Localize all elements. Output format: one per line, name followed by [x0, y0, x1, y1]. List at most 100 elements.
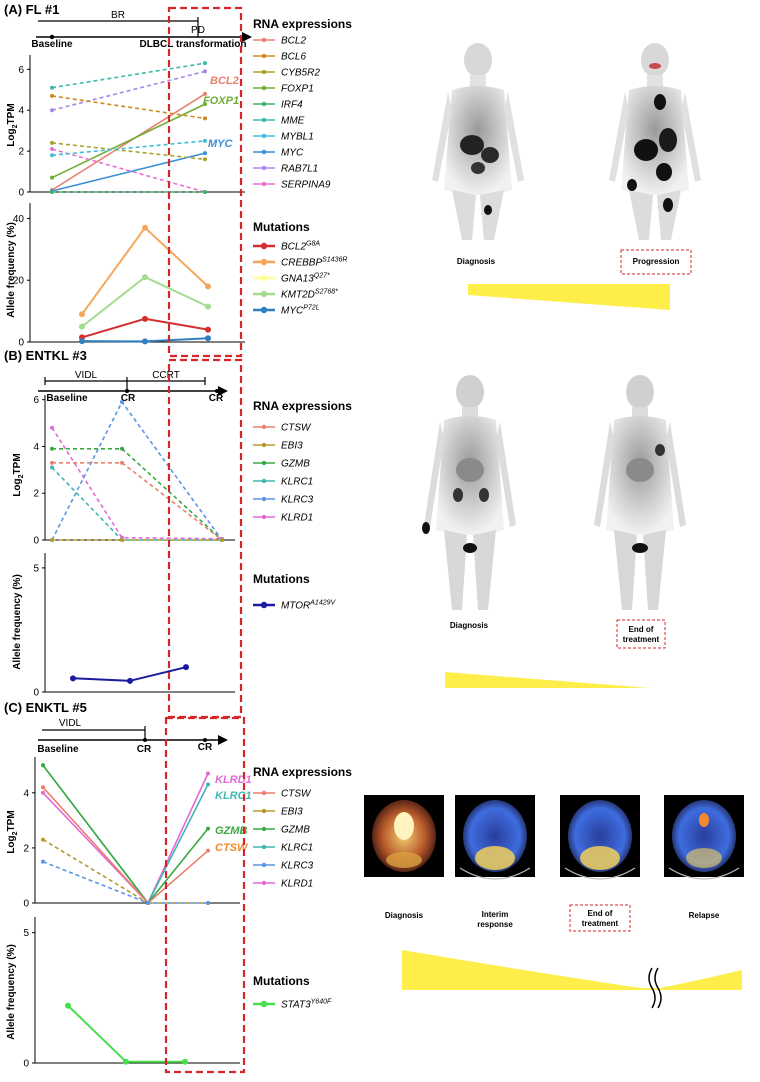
data-point-bcl2 — [205, 326, 211, 333]
legend-marker — [260, 306, 268, 314]
data-point-stat3 — [123, 1058, 129, 1065]
rna-legend-title: RNA expressions — [253, 765, 352, 779]
pet-bladder — [484, 205, 492, 215]
timeline-span-vidl: VIDL — [59, 718, 82, 729]
panel-b: (B) ENTKL #3 VIDL CCRT Baseline CR CR Lo… — [4, 348, 686, 719]
panel-a-label: (A) FL #1 — [4, 2, 59, 17]
pet-arm-left — [424, 422, 444, 527]
scan-structure — [686, 848, 722, 868]
timeline-dlbcl: DLBCL transformation — [139, 39, 246, 50]
legend-marker — [261, 85, 267, 91]
legend-label-ctsw: CTSW — [281, 423, 312, 434]
legend-label-myc: MYCP72L — [281, 305, 320, 317]
legend-marker — [261, 165, 267, 171]
legend-marker — [261, 424, 267, 430]
data-point-myc — [142, 338, 148, 345]
timeline-point — [49, 34, 55, 40]
pet-bladder — [463, 543, 477, 553]
legend-superscript: S1436R — [322, 257, 347, 264]
panel-c-mut-plot: Allele frequency (%) 05 — [6, 917, 240, 1070]
scan-structure — [580, 846, 620, 870]
y-axis-label: Log2TPM — [6, 103, 19, 146]
legend-superscript: Q27* — [314, 273, 330, 280]
y-tick-label: 0 — [18, 338, 24, 349]
legend-label-klrc3: KLRC3 — [281, 861, 314, 872]
data-point-mme — [50, 85, 54, 90]
legend-marker — [260, 601, 268, 609]
series-line-klrc3 — [42, 860, 208, 904]
caption-interim-response: Interim response — [477, 910, 513, 929]
timeline-cr-2: CR — [198, 742, 213, 753]
legend-marker — [261, 826, 267, 832]
data-point-bcl2 — [203, 91, 207, 96]
pet-neck — [462, 407, 478, 419]
pet-arm-right — [666, 422, 686, 527]
axis-break-icon — [654, 967, 662, 1009]
data-point-ctsw — [120, 460, 124, 465]
mut-legend-items: BCL2G8A CREBBPS1436R GNA13Q27* KMT2DS2768* M… — [253, 241, 347, 317]
data-point-cyb5r2 — [203, 157, 207, 162]
pet-leg-right — [480, 190, 504, 240]
legend-label-crebbp: CREBBPS1436R — [281, 257, 347, 269]
legend-label-ebi3: EBI3 — [281, 441, 303, 452]
panel-c-scan-interim: Interim response — [455, 795, 535, 929]
mut-legend-items: MTORA1429V — [253, 600, 337, 612]
inline-label-myc: MYC — [208, 138, 234, 150]
y-tick-label: 40 — [13, 214, 25, 225]
data-point-klrc1 — [206, 782, 210, 787]
timeline-point — [125, 389, 129, 393]
scan-table — [459, 867, 531, 880]
y-tick-label: 0 — [23, 899, 29, 910]
legend-marker — [261, 117, 267, 123]
y-tick-label: 4 — [18, 106, 24, 117]
y-tick-label: 20 — [13, 276, 25, 287]
data-point-mybl1 — [50, 153, 54, 158]
rna-legend-items: CTSW EBI3 GZMB KLRC1 KLRC3 KLRD1 — [253, 423, 314, 524]
series-layer — [50, 61, 207, 194]
data-point-stat3 — [65, 1002, 71, 1009]
scan-table — [668, 867, 740, 880]
legend-label-mme: MME — [281, 116, 305, 127]
data-point-myc — [205, 335, 211, 342]
pet-neck — [470, 75, 486, 89]
data-point-ctsw — [206, 848, 210, 853]
panel-a-timeline: BR PD Baseline DLBCL transformation — [31, 10, 252, 50]
data-point-klrd1 — [50, 425, 54, 430]
pet-leg-left — [444, 530, 467, 610]
pet-leg-left — [629, 190, 653, 240]
caption-line: End of — [588, 909, 613, 918]
timeline-point — [143, 738, 147, 742]
pet-kidney — [453, 488, 463, 502]
pet-lesion — [460, 135, 484, 155]
series-layer — [41, 763, 210, 905]
inline-label-klrd1: KLRD1 — [215, 774, 252, 786]
data-point-mtor — [127, 677, 133, 684]
data-point-klrd1 — [41, 790, 45, 795]
legend-label-ebi3: EBI3 — [281, 807, 303, 818]
pet-lesion — [663, 198, 673, 212]
pet-lesion — [471, 162, 485, 174]
scan-lesion — [394, 812, 414, 840]
data-point-kmt2d — [205, 303, 211, 310]
data-point-klrd1 — [206, 771, 210, 776]
timeline-span-ccrt: CCRT — [152, 370, 180, 381]
data-point-gzmb — [50, 446, 54, 451]
y-tick-label: 5 — [33, 563, 39, 574]
y-tick-label: 6 — [33, 395, 39, 406]
data-point-rab7l1 — [203, 69, 207, 74]
series-line-mme — [51, 62, 206, 89]
y-tick-label: 0 — [33, 688, 39, 699]
data-point-klrc1 — [50, 465, 54, 470]
y-tick-label: 0 — [33, 536, 39, 547]
data-point-mme — [203, 61, 207, 66]
legend-label-bcl2: BCL2 — [281, 36, 306, 47]
series-line-ctsw — [52, 462, 223, 541]
panel-b-mut-plot: Allele frequency (%) 05 — [12, 553, 235, 699]
legend-marker — [260, 274, 268, 282]
legend-label-rab7l1: RAB7L1 — [281, 164, 318, 175]
caption-diagnosis: Diagnosis — [385, 911, 424, 920]
legend-label-ctsw: CTSW — [281, 789, 312, 800]
y-axis-label: Log2TPM — [6, 810, 19, 853]
panel-a-mut-plot: Allele frequency (%) 0 20 40 — [6, 203, 245, 349]
legend-superscript: A1429V — [309, 600, 336, 607]
